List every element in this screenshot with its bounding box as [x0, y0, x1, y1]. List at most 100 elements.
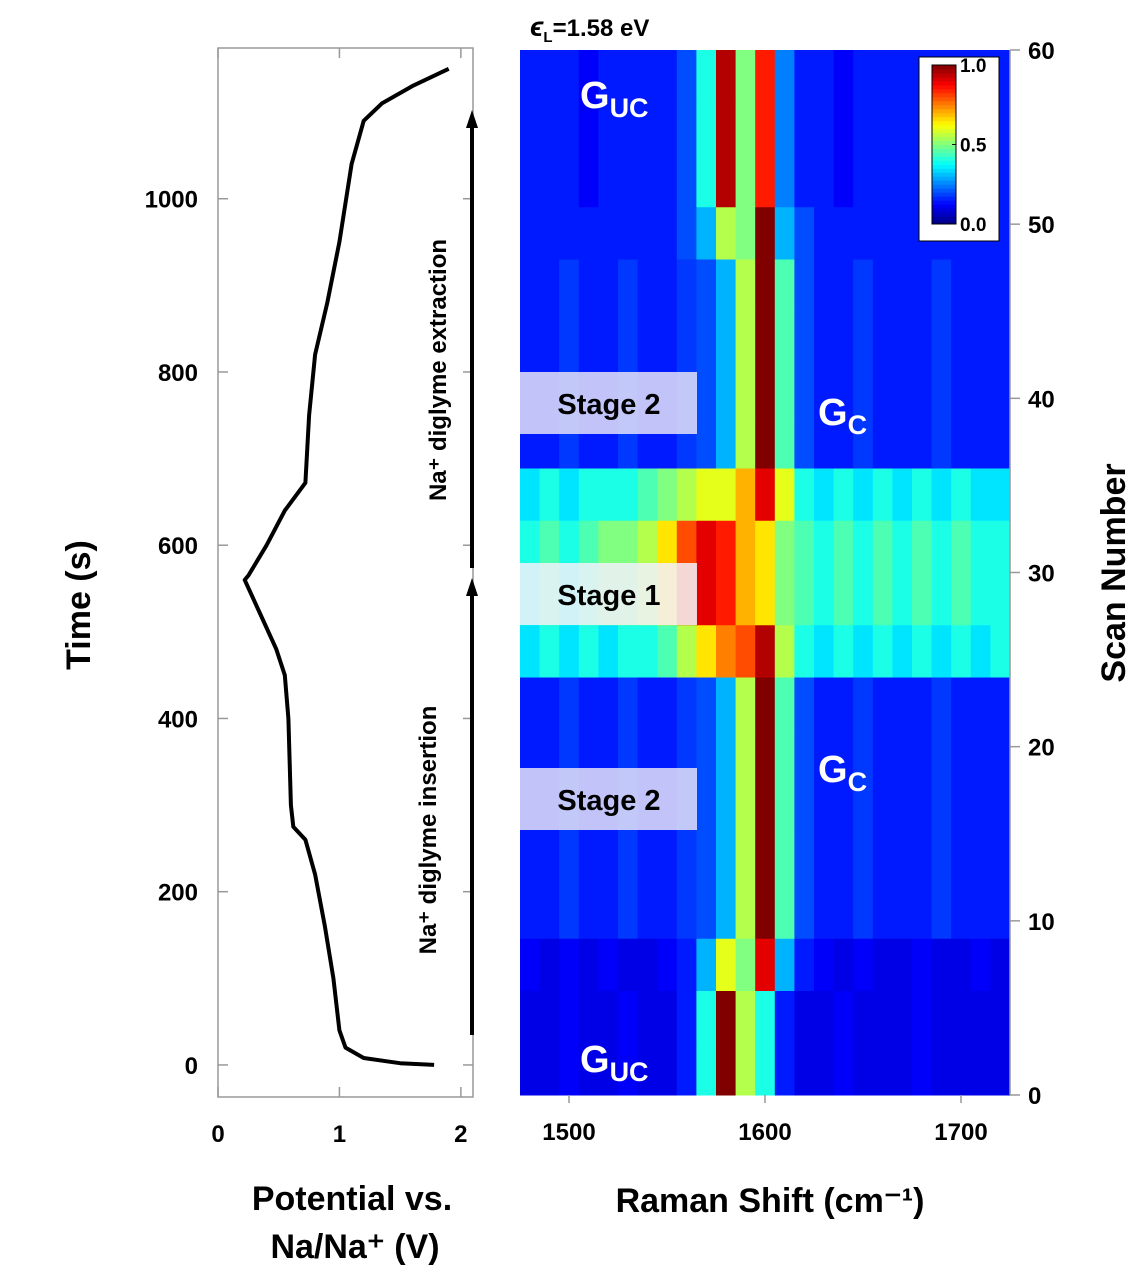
heat-cell — [951, 311, 972, 364]
heat-cell — [833, 415, 854, 469]
heat-cell — [578, 938, 599, 991]
heat-cell — [774, 154, 795, 208]
heat-cell — [833, 154, 854, 208]
heat-cell — [735, 154, 756, 208]
peak-label: GUC — [580, 75, 649, 123]
y-tick-label: 200 — [158, 880, 198, 907]
heat-cell — [853, 572, 874, 626]
heat-cell — [735, 886, 756, 939]
stage-box — [520, 563, 697, 625]
heat-cell — [559, 1042, 580, 1096]
heat-cell — [833, 259, 854, 312]
heat-cell — [559, 886, 580, 939]
heat-cell — [872, 677, 893, 730]
stage-label: Stage 1 — [557, 580, 660, 612]
heat-cell — [755, 1042, 776, 1096]
peak-label-sub: UC — [610, 1057, 649, 1087]
heat-cell — [716, 206, 737, 260]
heat-cell — [872, 886, 893, 939]
colorbar-swatch — [932, 168, 956, 173]
heat-cell — [657, 311, 678, 364]
y2-tick-label: 30 — [1028, 561, 1055, 588]
heat-cell — [892, 781, 913, 835]
heat-cell — [794, 102, 815, 155]
heat-cell — [716, 259, 737, 312]
heat-cell — [520, 311, 541, 364]
heat-cell — [657, 677, 678, 730]
heat-cell — [833, 1042, 854, 1096]
heat-cell — [774, 259, 795, 312]
heat-cell — [637, 833, 658, 887]
colorbar-swatch — [932, 212, 956, 217]
heat-cell — [833, 468, 854, 521]
peak-label-main: G — [818, 749, 848, 791]
colorbar-tick-label: 1.0 — [960, 56, 986, 77]
heat-cell — [520, 206, 541, 260]
heat-cell — [990, 520, 1011, 573]
heat-cell — [912, 1042, 933, 1096]
heat-cell — [912, 520, 933, 573]
data-line — [242, 66, 450, 1067]
peak-label-sub: UC — [610, 93, 649, 123]
y-tick-label: 400 — [158, 706, 198, 733]
heat-cell — [735, 363, 756, 417]
heat-cell — [735, 415, 756, 469]
y2-tick-label: 60 — [1028, 38, 1055, 65]
heat-cell — [892, 729, 913, 782]
peak-label: GUC — [580, 1039, 649, 1087]
heat-cell — [970, 520, 991, 573]
heat-cell — [716, 468, 737, 521]
heat-cell — [931, 520, 952, 573]
heat-cell — [853, 415, 874, 469]
colorbar-swatch — [932, 204, 956, 209]
heat-cell — [794, 468, 815, 521]
colorbar-swatch — [932, 100, 956, 106]
heat-cell — [774, 468, 795, 521]
heat-cell — [951, 468, 972, 521]
heat-cell — [794, 729, 815, 782]
heat-cell — [853, 1042, 874, 1096]
heat-cell — [794, 990, 815, 1044]
heat-cell — [716, 50, 737, 103]
heat-cell — [657, 990, 678, 1044]
colorbar-swatch — [932, 216, 956, 221]
heat-cell — [794, 1042, 815, 1096]
y-tick-label: 0 — [185, 1053, 198, 1080]
x-tick-label: 1700 — [934, 1119, 987, 1146]
stage-label: Stage 2 — [557, 389, 660, 421]
heatmap-cells — [520, 50, 1011, 1096]
heat-cell — [990, 938, 1011, 991]
heat-cell — [872, 781, 893, 835]
heat-cell — [774, 520, 795, 573]
colorbar-swatch — [932, 84, 956, 90]
heat-cell — [716, 886, 737, 939]
heat-cell — [676, 520, 697, 573]
heat-cell — [990, 311, 1011, 364]
heat-cell — [951, 259, 972, 312]
heat-cell — [657, 206, 678, 260]
colorbar-tick-label: 0.5 — [960, 136, 987, 157]
heat-cell — [833, 938, 854, 991]
heat-cell — [774, 50, 795, 103]
heat-cell — [696, 259, 717, 312]
heat-cell — [872, 938, 893, 991]
heat-cell — [931, 938, 952, 991]
heat-cell — [814, 781, 835, 835]
heat-cell — [598, 886, 619, 939]
heat-cell — [539, 624, 560, 678]
heat-cell — [892, 154, 913, 208]
heat-cell — [892, 677, 913, 730]
heat-cell — [814, 1042, 835, 1096]
heat-cell — [853, 938, 874, 991]
heat-cell — [833, 677, 854, 730]
heat-cell — [912, 363, 933, 417]
heat-cell — [598, 311, 619, 364]
heat-cell — [774, 102, 795, 155]
title-sub: L — [543, 29, 552, 46]
heat-cell — [833, 781, 854, 835]
heat-cell — [853, 624, 874, 678]
heat-cell — [931, 781, 952, 835]
heat-cell — [520, 468, 541, 521]
colorbar-swatch — [932, 208, 956, 213]
heat-cell — [539, 886, 560, 939]
